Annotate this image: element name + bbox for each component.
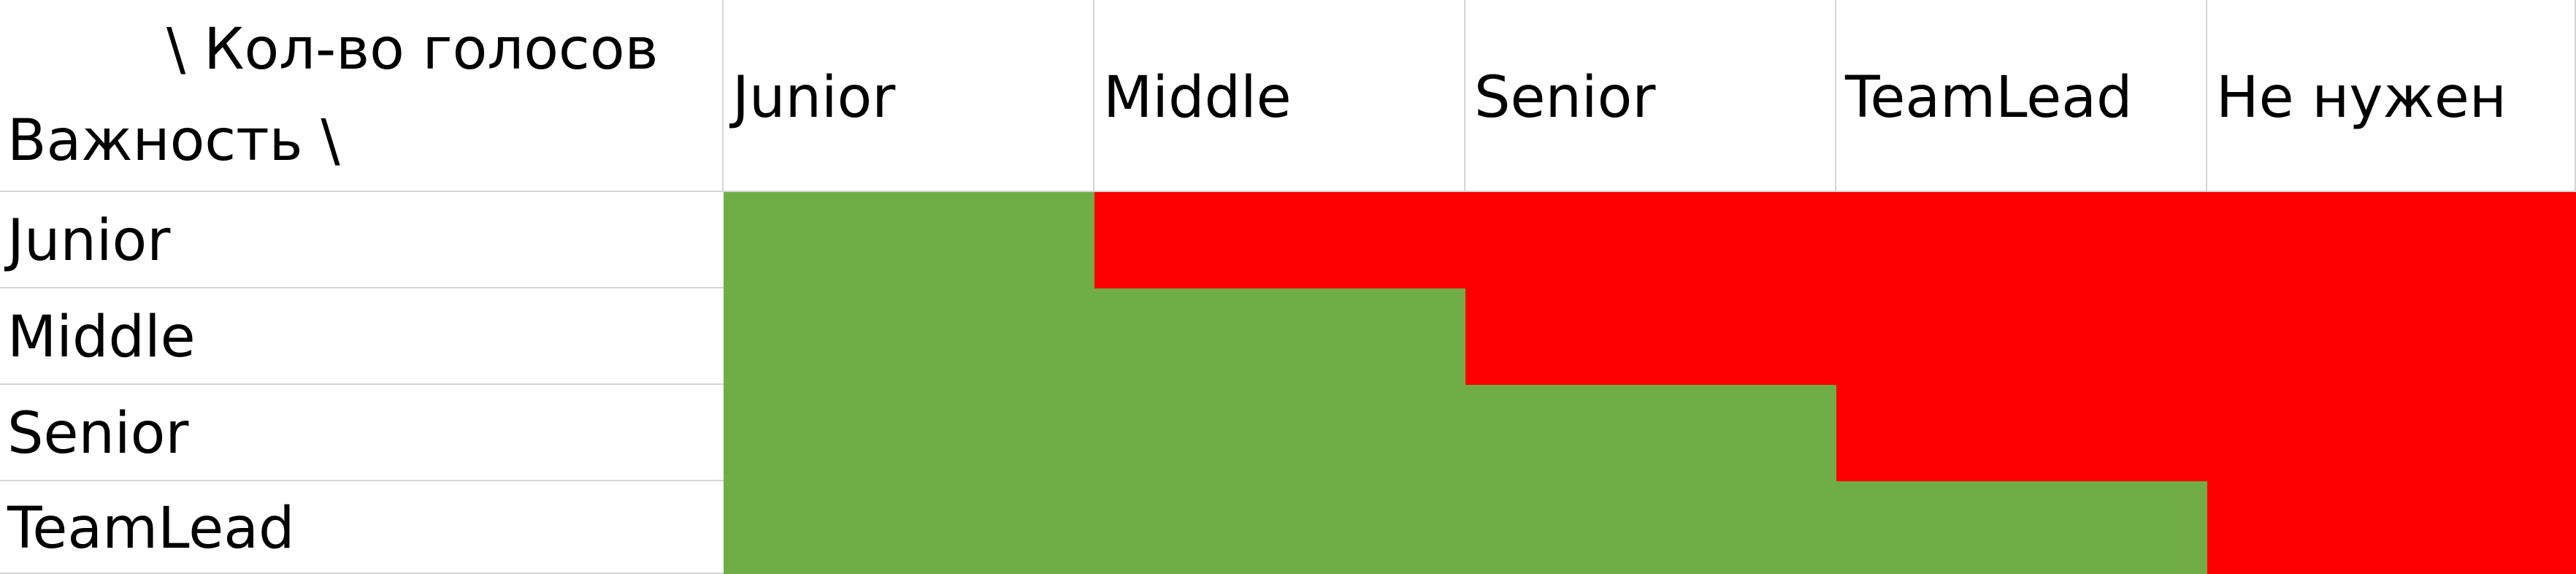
corner-header-cell[interactable]: \ Кол-во голосов Важность \ [0,0,724,192]
matrix-cell[interactable] [1095,481,1465,574]
matrix-cell[interactable] [2207,385,2576,481]
column-header-junior[interactable]: Junior [724,0,1095,192]
matrix-cell[interactable] [1465,385,1836,481]
matrix-cell[interactable] [1095,192,1465,288]
matrix-cell[interactable] [2207,192,2576,288]
matrix-cell[interactable] [1465,288,1836,385]
matrix-cell[interactable] [724,288,1095,385]
row-header-senior[interactable]: Senior [0,385,724,481]
matrix-cell[interactable] [2207,481,2576,574]
matrix-cell[interactable] [724,481,1095,574]
matrix-cell[interactable] [1836,192,2207,288]
row-header-middle[interactable]: Middle [0,288,724,385]
matrix-cell[interactable] [724,385,1095,481]
row-header-teamlead[interactable]: TeamLead [0,481,724,574]
column-header-middle[interactable]: Middle [1095,0,1465,192]
column-header-senior[interactable]: Senior [1465,0,1836,192]
matrix-cell[interactable] [1095,288,1465,385]
corner-votes-label: \ Кол-во голосов [166,17,659,83]
matrix-cell[interactable] [1836,385,2207,481]
matrix-cell[interactable] [1465,192,1836,288]
matrix-cell[interactable] [724,192,1095,288]
matrix-cell[interactable] [1465,481,1836,574]
matrix-cell[interactable] [1836,481,2207,574]
row-header-junior[interactable]: Junior [0,192,724,288]
matrix-cell[interactable] [1836,288,2207,385]
column-header-not-needed[interactable]: Не нужен [2207,0,2576,192]
matrix-cell[interactable] [2207,288,2576,385]
column-header-teamlead[interactable]: TeamLead [1836,0,2207,192]
corner-importance-label: Важность \ [7,108,340,174]
matrix-cell[interactable] [1095,385,1465,481]
